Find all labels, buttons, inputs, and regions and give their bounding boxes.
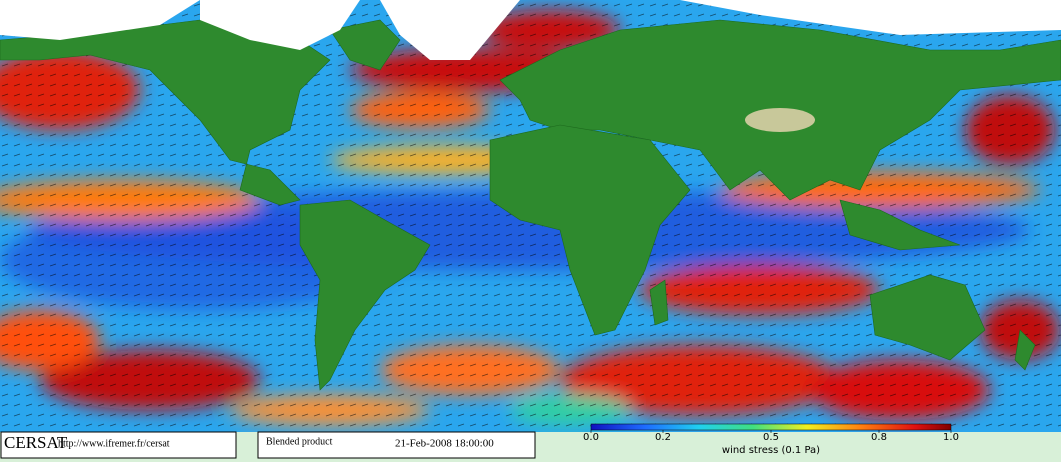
footer: CERSAT http://www.ifremer.fr/cersat Blen… — [0, 423, 1061, 462]
colorbar — [590, 423, 952, 431]
colorbar-label: wind stress (0.1 Pa) — [722, 445, 820, 456]
colorbar-tick-label: 0.0 — [583, 432, 599, 443]
logo-box — [0, 431, 237, 459]
logo: CERSAT — [4, 433, 68, 452]
land — [0, 19, 1061, 391]
timestamp: 21-Feb-2008 18:00:00 — [395, 438, 494, 450]
ice — [0, 0, 1061, 60]
colorbar-tick-label: 0.8 — [871, 432, 887, 443]
colorbar-tick-label: 0.2 — [655, 432, 671, 443]
url: http://www.ifremer.fr/cersat — [58, 438, 170, 449]
colorbar-tick-label: 1.0 — [943, 432, 959, 443]
product: Blended product — [266, 436, 333, 447]
colorbar-tick-label: 0.5 — [763, 432, 779, 443]
product-box — [257, 431, 536, 459]
